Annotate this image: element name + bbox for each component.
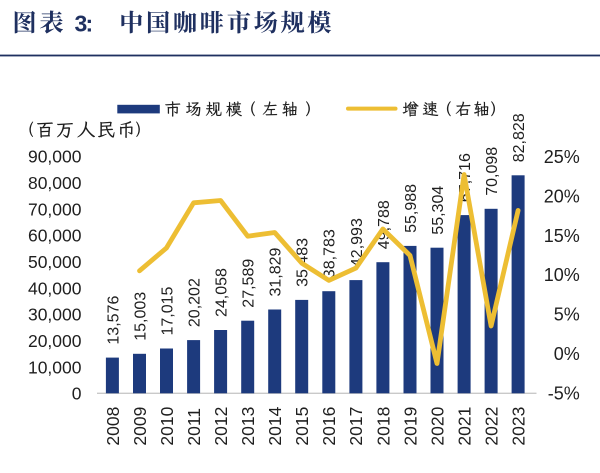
svg-text:2012: 2012 [211,407,231,446]
svg-text:2017: 2017 [346,407,366,446]
svg-text:2016: 2016 [319,407,339,446]
svg-text:24,058: 24,058 [214,268,231,317]
svg-text::: : [85,10,93,36]
svg-text:55,304: 55,304 [430,186,447,235]
svg-text:38,783: 38,783 [322,229,339,278]
svg-text:-5%: -5% [548,384,580,404]
svg-text:10,000: 10,000 [28,357,82,377]
svg-text:0%: 0% [554,344,580,364]
svg-text:55,988: 55,988 [403,184,420,233]
svg-text:17,015: 17,015 [159,286,176,335]
svg-text:20%: 20% [544,186,580,206]
svg-text:90,000: 90,000 [28,147,82,167]
svg-text:2019: 2019 [400,407,420,446]
svg-text:20,202: 20,202 [187,278,204,327]
svg-text:2014: 2014 [265,406,285,445]
svg-text:20,000: 20,000 [28,331,82,351]
svg-text:2018: 2018 [373,407,393,446]
svg-text:60,000: 60,000 [28,226,82,246]
svg-text:15,003: 15,003 [132,292,149,341]
svg-text:2011: 2011 [184,408,204,446]
svg-text:42,993: 42,993 [349,218,366,267]
svg-text:30,000: 30,000 [28,305,82,325]
svg-text:70,000: 70,000 [28,199,82,219]
svg-text:50,000: 50,000 [28,252,82,272]
svg-text:2020: 2020 [427,406,447,445]
svg-text:27,589: 27,589 [241,259,258,308]
svg-text:31,829: 31,829 [268,247,285,296]
svg-text:82,828: 82,828 [511,113,528,162]
svg-text:2015: 2015 [292,407,312,446]
svg-text:25%: 25% [544,147,580,167]
svg-text:2022: 2022 [482,407,502,446]
svg-text:0: 0 [72,384,82,404]
svg-text:49,788: 49,788 [376,200,393,249]
svg-text:2009: 2009 [130,407,150,446]
svg-text:5%: 5% [554,305,580,325]
svg-text:13,576: 13,576 [105,296,122,345]
svg-text:10%: 10% [544,265,580,285]
svg-text:2008: 2008 [103,407,123,446]
svg-text:80,000: 80,000 [28,173,82,193]
svg-text:2010: 2010 [157,406,177,445]
svg-text:70,098: 70,098 [484,147,501,196]
svg-text:40,000: 40,000 [28,278,82,298]
svg-text:15%: 15% [544,226,580,246]
svg-text:2021: 2021 [455,407,475,446]
svg-text:2023: 2023 [509,407,529,446]
svg-text:2013: 2013 [238,407,258,446]
svg-text:3: 3 [75,10,88,36]
